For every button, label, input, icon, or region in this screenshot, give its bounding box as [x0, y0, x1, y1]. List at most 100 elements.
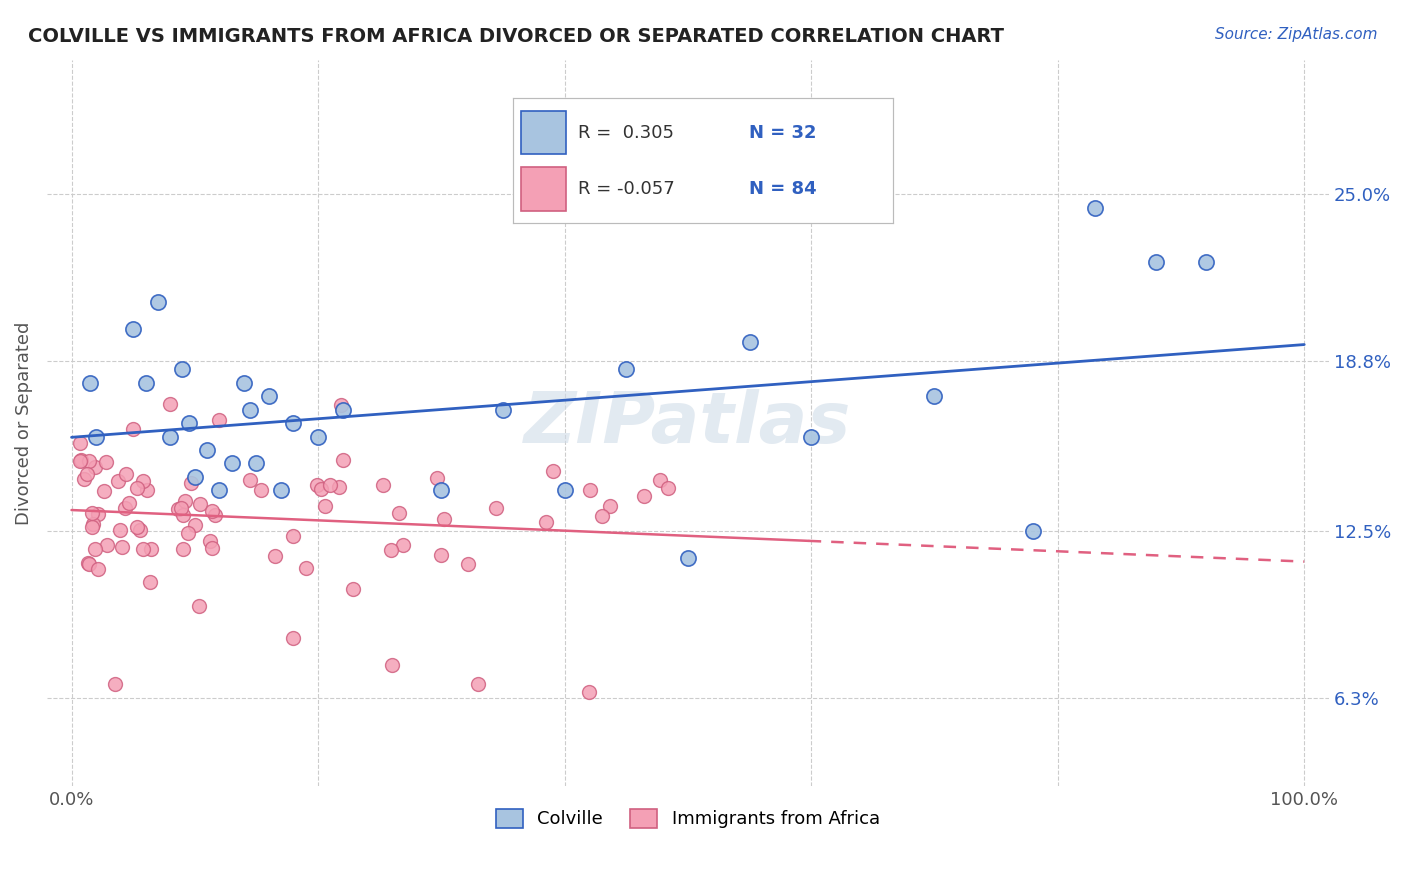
- Point: [82, 507, 104, 521]
- Point: [388, 506, 411, 520]
- Point: [1084, 201, 1107, 215]
- Point: [283, 632, 305, 646]
- Point: [195, 442, 218, 457]
- Point: [122, 322, 145, 336]
- Point: [134, 376, 156, 390]
- Point: [129, 524, 152, 538]
- Point: [114, 501, 136, 516]
- Point: [184, 470, 207, 484]
- Point: [233, 376, 256, 390]
- Point: [591, 509, 613, 524]
- Point: [83, 541, 105, 556]
- Point: [1194, 254, 1216, 268]
- Point: [430, 483, 453, 498]
- Point: [94, 455, 117, 469]
- Point: [117, 496, 139, 510]
- Point: [172, 541, 194, 556]
- Point: [198, 534, 221, 549]
- Point: [76, 556, 98, 570]
- Point: [578, 685, 600, 699]
- Point: [167, 502, 190, 516]
- Text: R = -0.057: R = -0.057: [578, 180, 675, 198]
- Point: [177, 526, 200, 541]
- Point: [311, 482, 333, 496]
- Point: [80, 519, 103, 533]
- Point: [633, 489, 655, 503]
- Point: [800, 429, 823, 443]
- Point: [330, 398, 353, 412]
- Bar: [520, 111, 567, 154]
- Point: [172, 508, 194, 523]
- Point: [170, 501, 193, 516]
- Point: [87, 507, 110, 521]
- Point: [650, 473, 672, 487]
- Text: Source: ZipAtlas.com: Source: ZipAtlas.com: [1215, 27, 1378, 42]
- Point: [125, 520, 148, 534]
- Point: [174, 494, 197, 508]
- Point: [159, 397, 181, 411]
- Point: [381, 658, 404, 673]
- Point: [159, 429, 181, 443]
- Point: [239, 474, 262, 488]
- Point: [614, 362, 637, 376]
- Y-axis label: Divorced or Separated: Divorced or Separated: [15, 321, 32, 524]
- Point: [342, 582, 364, 597]
- Point: [135, 483, 157, 497]
- Point: [104, 677, 127, 691]
- Point: [380, 542, 402, 557]
- Point: [221, 457, 243, 471]
- Point: [201, 541, 224, 555]
- Text: N = 84: N = 84: [748, 180, 815, 198]
- Point: [924, 389, 946, 403]
- Point: [132, 542, 155, 557]
- Point: [657, 482, 679, 496]
- Point: [87, 562, 110, 576]
- Point: [332, 453, 354, 467]
- Point: [108, 524, 131, 538]
- Point: [541, 464, 564, 478]
- Point: [457, 557, 479, 571]
- Point: [96, 538, 118, 552]
- Point: [84, 429, 107, 443]
- Point: [332, 402, 354, 417]
- Legend: Colville, Immigrants from Africa: Colville, Immigrants from Africa: [489, 802, 887, 836]
- Text: COLVILLE VS IMMIGRANTS FROM AFRICA DIVORCED OR SEPARATED CORRELATION CHART: COLVILLE VS IMMIGRANTS FROM AFRICA DIVOR…: [28, 27, 1004, 45]
- Point: [250, 483, 273, 497]
- Point: [392, 538, 415, 552]
- Point: [79, 454, 101, 468]
- Point: [132, 474, 155, 488]
- Point: [208, 413, 231, 427]
- Point: [599, 499, 621, 513]
- Point: [139, 541, 162, 556]
- Point: [283, 416, 305, 430]
- Point: [245, 457, 267, 471]
- Point: [433, 512, 456, 526]
- Point: [492, 402, 515, 417]
- Point: [1144, 254, 1167, 268]
- Point: [314, 499, 336, 513]
- Point: [263, 549, 285, 563]
- Point: [239, 402, 262, 417]
- Point: [554, 483, 576, 498]
- Point: [125, 482, 148, 496]
- Point: [177, 416, 200, 430]
- Point: [676, 550, 699, 565]
- Point: [208, 483, 231, 498]
- Point: [371, 477, 394, 491]
- Point: [738, 335, 761, 350]
- Point: [83, 459, 105, 474]
- Point: [534, 515, 557, 529]
- Point: [270, 483, 292, 498]
- Point: [69, 435, 91, 450]
- Point: [467, 677, 489, 691]
- Point: [579, 483, 602, 497]
- Point: [82, 516, 104, 531]
- Point: [107, 474, 129, 488]
- Point: [307, 478, 329, 492]
- Point: [114, 467, 136, 481]
- Point: [201, 504, 224, 518]
- Point: [204, 508, 226, 522]
- Point: [79, 376, 101, 390]
- Point: [73, 472, 96, 486]
- Point: [281, 529, 304, 543]
